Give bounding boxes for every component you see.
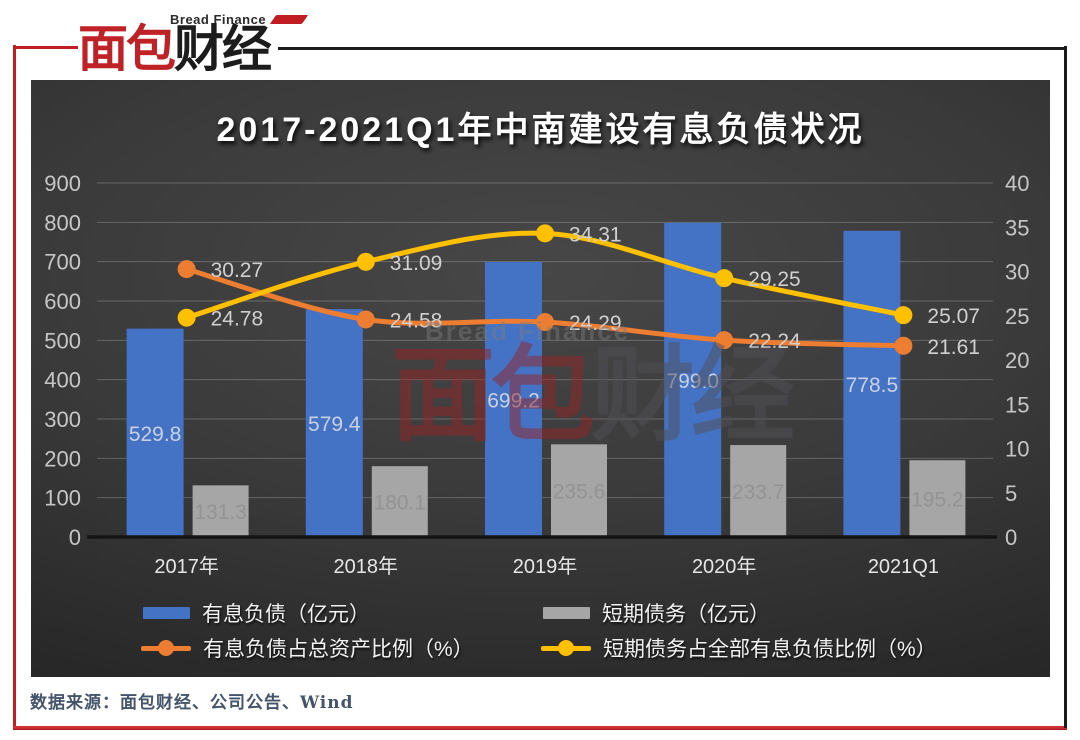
x-axis-label: 2019年 <box>513 555 578 578</box>
line-marker <box>715 331 734 350</box>
legend-label: 短期债务占全部有息负债比例（%） <box>603 638 937 661</box>
line-value-label: 30.27 <box>211 259 264 282</box>
orange-line-swatch-icon <box>141 639 191 657</box>
right-axis-tick-label: 10 <box>1005 437 1029 462</box>
left-axis-tick-label: 800 <box>44 210 81 235</box>
frame-border-bottom <box>13 726 1067 730</box>
short-debt-bar <box>730 445 787 537</box>
bread-finance-logo: Bread Finance 面包财经 <box>78 6 309 80</box>
right-axis-tick-label: 0 <box>1005 525 1017 550</box>
right-axis-tick-label: 40 <box>1005 171 1029 196</box>
legend-item-interest-debt: 有息负债（亿元） <box>143 602 370 626</box>
interest-debt-bar <box>485 261 542 537</box>
bar-value-label: 180.1 <box>374 492 427 515</box>
line-value-label: 24.58 <box>390 309 443 332</box>
bar-value-label: 131.3 <box>194 501 247 524</box>
blue-bar-swatch-icon <box>143 607 190 619</box>
interest-debt-bar <box>305 309 363 537</box>
logo-english-row: Bread Finance <box>170 12 309 27</box>
interest-debt-bar <box>126 328 184 537</box>
right-axis-tick-label: 30 <box>1005 260 1029 285</box>
logo-swoosh-icon <box>269 15 309 24</box>
left-axis-tick-label: 200 <box>44 446 81 471</box>
right-axis-tick-label: 15 <box>1005 392 1029 417</box>
line-value-label: 24.29 <box>569 312 622 335</box>
logo-chinese-black: 财经 <box>174 21 272 77</box>
bar-value-label: 529.8 <box>129 423 182 446</box>
frame-border-top-red <box>13 46 78 49</box>
bar-value-label: 799.0 <box>666 370 719 393</box>
interest-debt-bar <box>843 230 901 538</box>
frame-border-top-black <box>278 47 1064 50</box>
short-debt-bar <box>909 460 966 537</box>
line-value-label: 22.24 <box>748 330 801 353</box>
x-axis-label: 2018年 <box>334 555 399 578</box>
combo-chart: 0 100 200 300 400 500 600 700 800 900 0 5 10 15 20 25 30… <box>44 171 1029 578</box>
x-axis-label: 2020年 <box>692 555 757 578</box>
line-value-label: 34.31 <box>569 223 622 246</box>
line-marker <box>356 310 375 329</box>
line-marker <box>177 308 196 327</box>
bar-value-label: 579.4 <box>308 413 361 436</box>
line-marker <box>536 224 554 243</box>
short-debt-bar <box>192 485 249 537</box>
short-debt-bar <box>551 444 607 537</box>
left-axis-tick-label: 500 <box>44 328 81 353</box>
bar-value-label: 195.2 <box>911 489 964 512</box>
yellow-line-swatch-icon <box>541 639 591 657</box>
left-axis-tick-label: 900 <box>44 171 81 196</box>
x-axis-label: 2021Q1 <box>868 556 939 578</box>
chart-panel: 2017-2021Q1年中南建设有息负债状况 0 100 200 300 400 500 6… <box>31 80 1050 677</box>
left-axis-tick-label: 100 <box>44 486 81 511</box>
line-marker <box>894 336 913 355</box>
right-axis-tick-label: 20 <box>1005 348 1029 373</box>
left-axis-tick-label: 600 <box>44 289 81 314</box>
left-axis-tick-label: 300 <box>44 407 81 432</box>
logo-english-text: Bread Finance <box>170 12 267 27</box>
line-value-label: 29.25 <box>748 268 801 291</box>
line-marker <box>177 260 196 279</box>
bar-value-label: 235.6 <box>553 481 606 504</box>
logo-chinese-text: 面包财经 <box>78 21 272 77</box>
right-axis-tick-label: 35 <box>1005 215 1029 240</box>
line-marker <box>356 252 375 271</box>
logo-chinese-red: 面包 <box>78 21 176 77</box>
left-axis-tick-label: 400 <box>44 368 81 393</box>
legend-label: 有息负债（亿元） <box>202 603 370 626</box>
legend-item-short-debt: 短期债务（亿元） <box>543 602 770 626</box>
left-axis-tick-label: 0 <box>69 525 81 550</box>
right-axis-tick-label: 5 <box>1005 481 1017 506</box>
line-value-label: 21.61 <box>927 336 980 359</box>
bar-value-label: 778.5 <box>846 374 899 397</box>
bar-value-label: 233.7 <box>732 481 785 504</box>
legend-label: 有息负债占总资产比例（%） <box>203 638 474 661</box>
line-marker <box>894 306 913 325</box>
legend-label: 短期债务（亿元） <box>602 603 770 626</box>
chart-title: 2017-2021Q1年中南建设有息负债状况 <box>216 111 865 149</box>
line-value-label: 25.07 <box>927 305 980 328</box>
data-source-note: 数据来源：面包财经、公司公告、Wind <box>30 693 354 713</box>
line-marker <box>715 269 734 288</box>
frame-border-left <box>13 45 16 730</box>
left-axis-tick-label: 700 <box>44 250 81 275</box>
line-marker <box>536 313 554 332</box>
legend-item-interest-ratio: 有息负债占总资产比例（%） <box>141 637 474 661</box>
right-axis-tick-label: 25 <box>1005 304 1029 329</box>
bar-value-label: 699.2 <box>487 389 540 412</box>
x-axis-label: 2017年 <box>154 555 219 578</box>
legend-item-short-ratio: 短期债务占全部有息负债比例（%） <box>541 637 937 661</box>
line-value-label: 31.09 <box>390 252 443 275</box>
short-debt-bar <box>371 466 428 537</box>
frame-border-right <box>1064 46 1067 728</box>
gray-bar-swatch-icon <box>543 607 590 619</box>
line-value-label: 24.78 <box>211 308 264 331</box>
